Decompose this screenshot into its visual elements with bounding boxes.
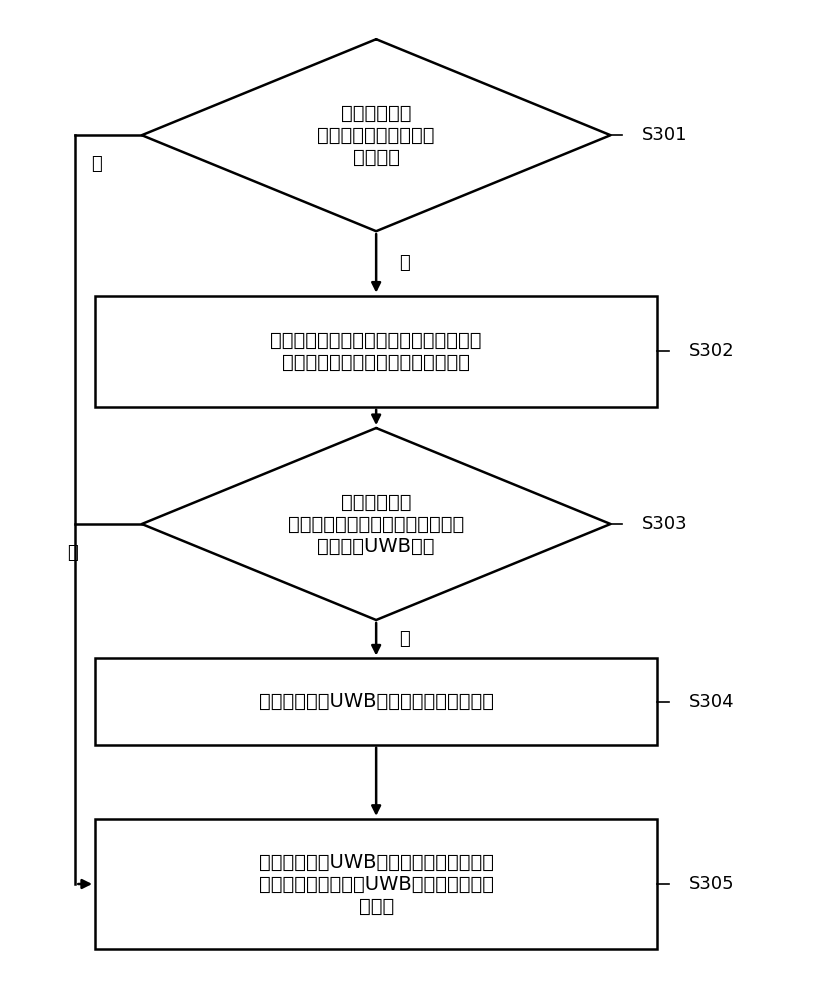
Text: 将历史工作频段记录表中记录的当前区域
的历史工作频段确定为当前工作频段: 将历史工作频段记录表中记录的当前区域 的历史工作频段确定为当前工作频段 (270, 331, 482, 372)
Text: 否: 否 (91, 155, 102, 173)
Text: 是: 是 (400, 254, 410, 272)
Text: S303: S303 (642, 515, 687, 533)
Text: 否: 否 (67, 544, 78, 562)
Text: S301: S301 (642, 126, 687, 144)
Text: 判断是否存在
能够完全覆盖某些历史工作频段的
目标可用UWB频段: 判断是否存在 能够完全覆盖某些历史工作频段的 目标可用UWB频段 (288, 492, 465, 556)
Bar (95, 296, 658, 407)
Text: S304: S304 (689, 693, 734, 711)
Bar (95, 819, 658, 949)
Text: S305: S305 (689, 875, 734, 893)
Text: 是: 是 (400, 630, 410, 648)
Bar (95, 658, 658, 745)
Text: 选择最优可用UWB频段作为当前工作频段
或随机选择一个可用UWB频段作为当前工
作频段: 选择最优可用UWB频段作为当前工作频段 或随机选择一个可用UWB频段作为当前工 … (259, 852, 494, 916)
Text: 查询历史工作
频段记录表中是否存在
当前区域: 查询历史工作 频段记录表中是否存在 当前区域 (318, 104, 435, 167)
Text: S302: S302 (689, 342, 734, 360)
Text: 选择目标可用UWB频段作为当前工作频段: 选择目标可用UWB频段作为当前工作频段 (259, 692, 494, 711)
